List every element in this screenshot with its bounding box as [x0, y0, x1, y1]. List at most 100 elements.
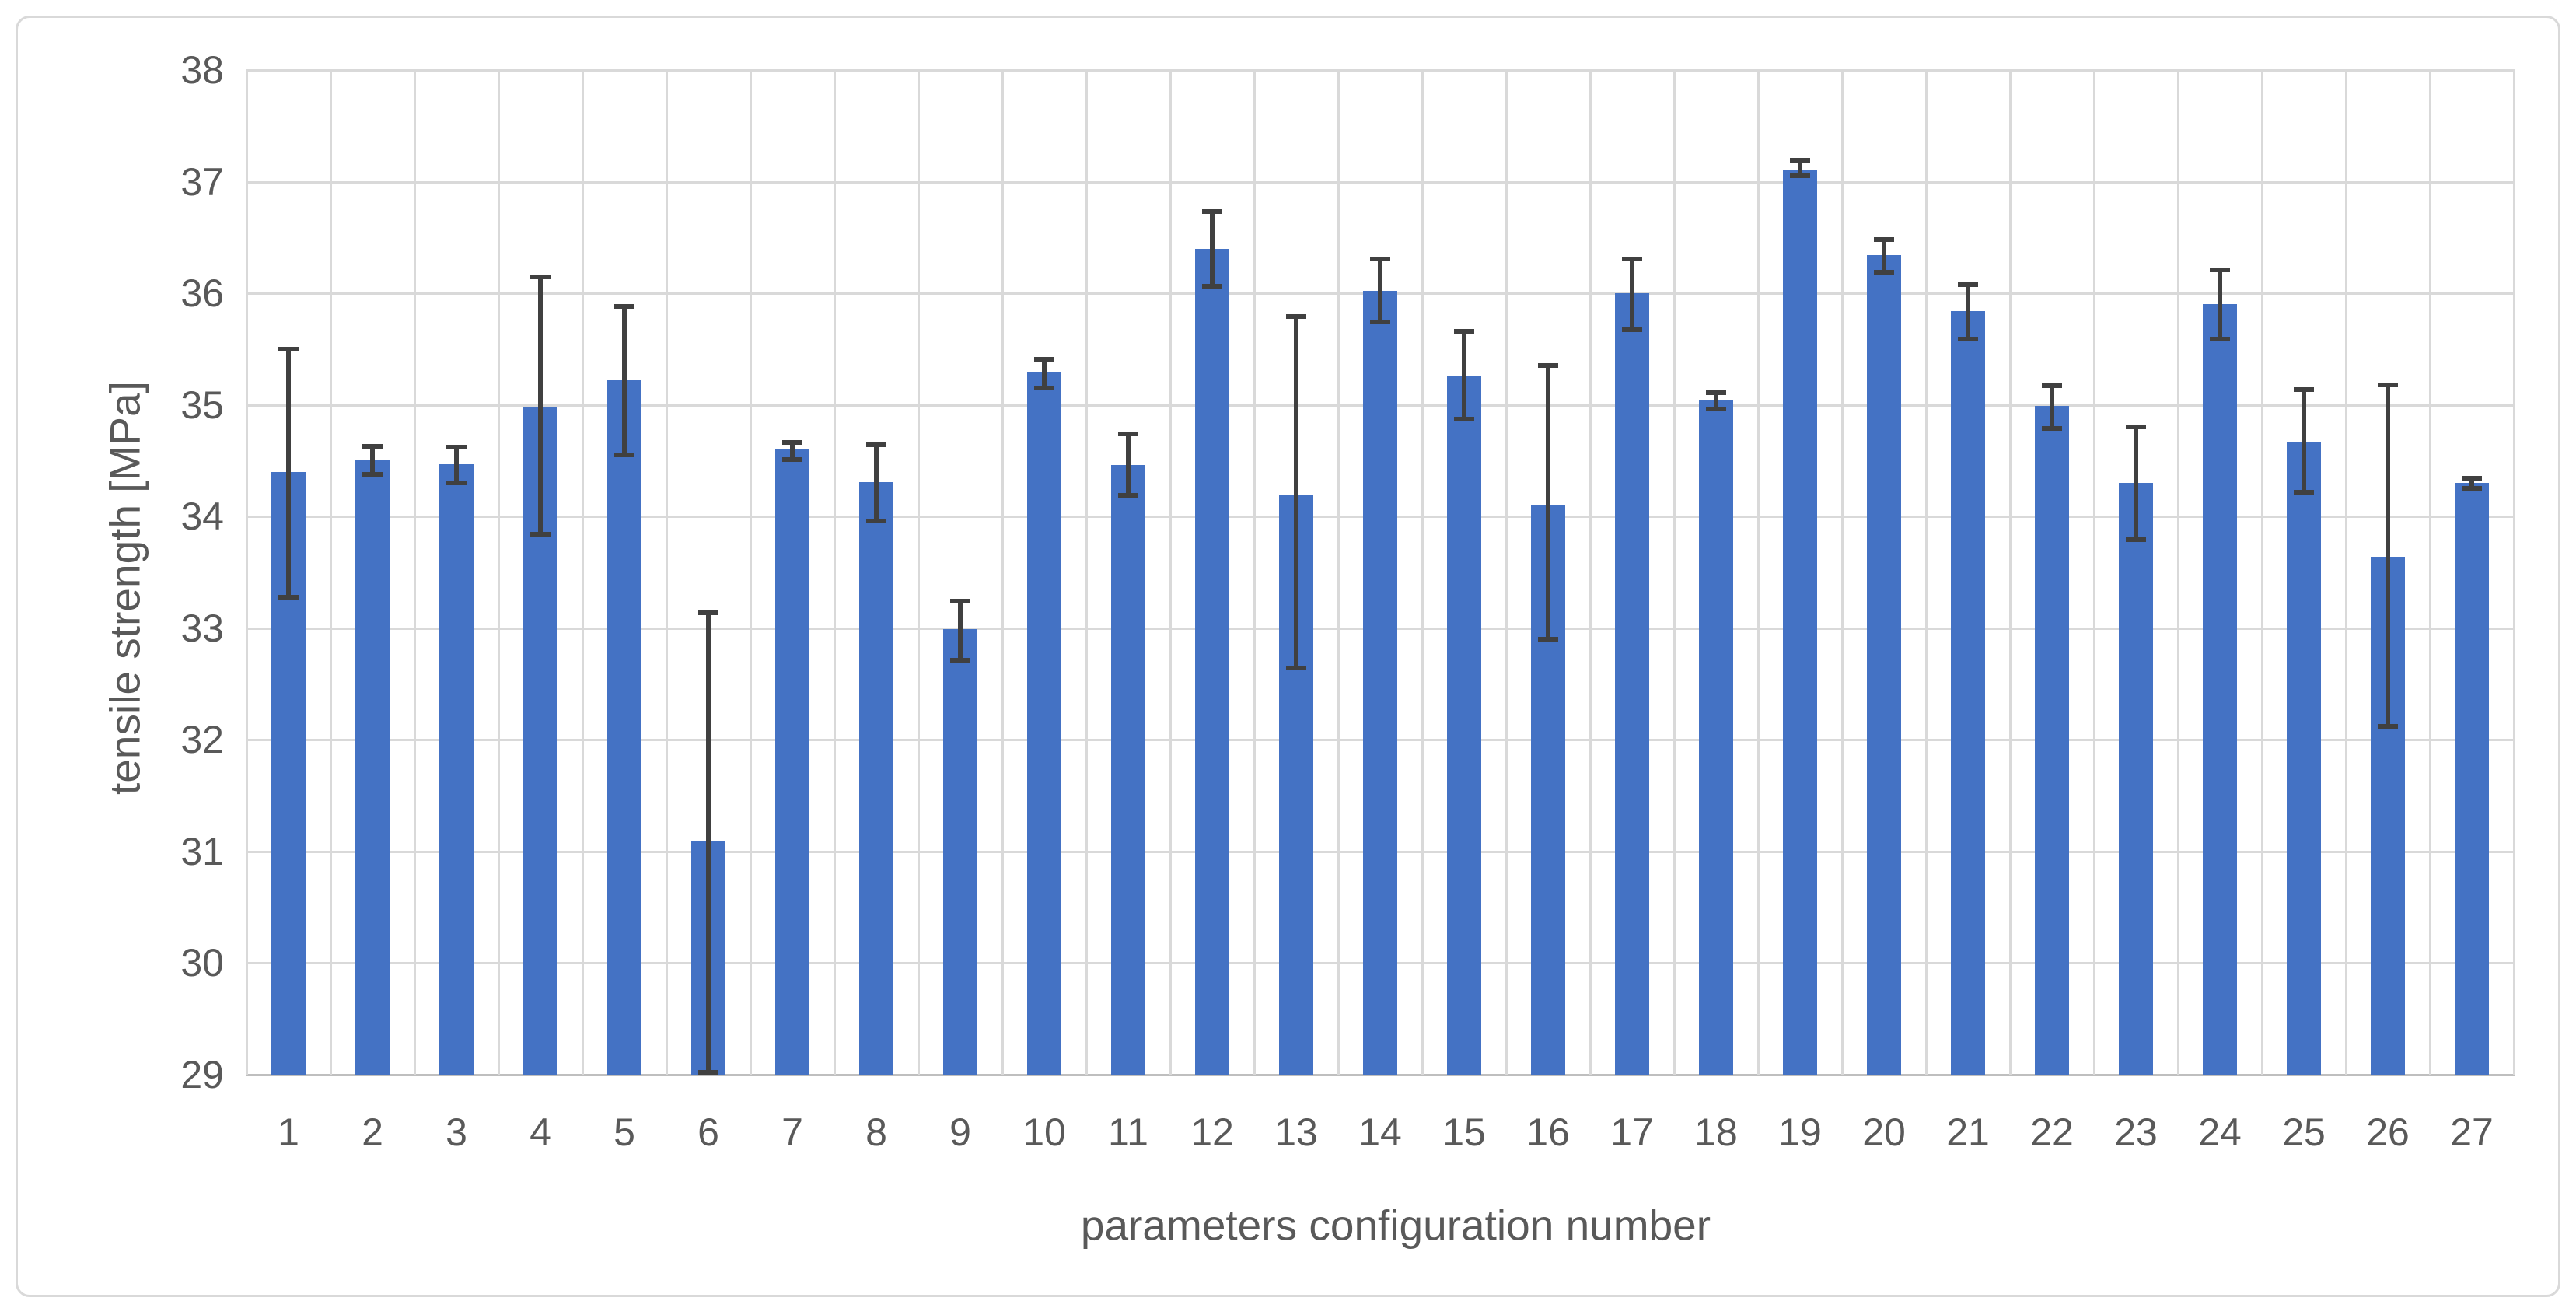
error-bar-13	[1294, 317, 1298, 669]
error-bar-14	[1378, 258, 1382, 323]
error-cap-high-25	[2294, 386, 2314, 392]
x-tick-label-22: 22	[2030, 1110, 2074, 1154]
error-bar-21	[1966, 284, 1970, 339]
error-bar-2	[370, 446, 375, 474]
x-tick-label-1: 1	[278, 1110, 299, 1154]
error-bar-5	[622, 306, 627, 456]
x-tick-label-14: 14	[1358, 1110, 1402, 1154]
vertical-gridline	[497, 70, 500, 1075]
vertical-gridline	[1924, 70, 1928, 1075]
vertical-gridline	[917, 70, 920, 1075]
bar-21	[1951, 311, 1985, 1075]
error-cap-high-17	[1622, 256, 1642, 261]
error-cap-high-5	[614, 304, 634, 310]
error-cap-low-22	[2042, 425, 2062, 431]
error-cap-low-21	[1958, 336, 1978, 341]
error-bar-25	[2302, 389, 2306, 492]
error-bar-8	[874, 445, 879, 521]
error-bar-23	[2134, 427, 2138, 540]
horizontal-gridline	[246, 69, 2515, 72]
error-cap-high-23	[2126, 425, 2146, 430]
x-tick-label-20: 20	[1862, 1110, 1906, 1154]
error-cap-low-8	[866, 518, 886, 523]
x-tick-label-13: 13	[1274, 1110, 1318, 1154]
vertical-gridline	[1589, 70, 1592, 1075]
vertical-gridline	[413, 70, 416, 1075]
y-tick-label-31: 31	[180, 829, 224, 873]
y-tick-label-34: 34	[180, 495, 224, 539]
bar-15	[1447, 376, 1481, 1075]
x-tick-label-4: 4	[530, 1110, 551, 1154]
vertical-gridline	[2344, 70, 2347, 1075]
error-cap-low-12	[1202, 284, 1222, 289]
vertical-gridline	[1840, 70, 1844, 1075]
error-cap-low-13	[1286, 666, 1306, 671]
error-bar-12	[1210, 212, 1215, 287]
error-cap-high-24	[2210, 267, 2230, 272]
bar-9	[943, 629, 977, 1075]
vertical-gridline	[1169, 70, 1172, 1075]
error-cap-high-13	[1286, 314, 1306, 320]
bar-22	[2035, 406, 2069, 1075]
error-cap-high-11	[1118, 431, 1138, 436]
bar-12	[1195, 248, 1229, 1075]
error-cap-high-26	[2378, 382, 2398, 387]
error-cap-high-2	[362, 443, 383, 449]
x-axis-title: parameters configuration number	[1080, 1201, 1711, 1250]
error-cap-low-16	[1538, 637, 1558, 642]
error-cap-low-27	[2462, 486, 2482, 491]
y-tick-label-32: 32	[180, 718, 224, 762]
y-tick-label-30: 30	[180, 941, 224, 985]
error-cap-low-7	[782, 457, 802, 462]
error-bar-9	[958, 601, 963, 661]
bar-19	[1783, 169, 1817, 1075]
bar-3	[439, 463, 474, 1075]
x-tick-label-3: 3	[446, 1110, 467, 1154]
error-cap-low-14	[1370, 320, 1390, 325]
error-cap-low-19	[1790, 173, 1810, 179]
vertical-gridline	[665, 70, 668, 1075]
chart-frame: 29 30 31 32 33 34 35 36 37 38 1 2 3 4 5 6 7 8 9 10 11 12 13 14…	[16, 16, 2560, 1297]
vertical-gridline	[581, 70, 584, 1075]
x-tick-label-10: 10	[1022, 1110, 1066, 1154]
y-tick-label-37: 37	[180, 159, 224, 204]
error-cap-high-14	[1370, 256, 1390, 261]
x-tick-label-9: 9	[949, 1110, 971, 1154]
x-tick-label-2: 2	[362, 1110, 383, 1154]
vertical-gridline	[1672, 70, 1676, 1075]
x-tick-label-26: 26	[2366, 1110, 2410, 1154]
error-cap-high-18	[1706, 390, 1726, 395]
x-tick-label-6: 6	[697, 1110, 719, 1154]
y-tick-label-35: 35	[180, 383, 224, 427]
error-bar-1	[286, 348, 291, 597]
error-bar-3	[454, 447, 459, 484]
error-bar-22	[2050, 386, 2054, 428]
y-axis-title: tensile strength [MPa]	[100, 381, 149, 795]
error-cap-high-4	[530, 274, 551, 279]
error-cap-low-3	[446, 481, 467, 486]
error-bar-18	[1714, 392, 1718, 410]
vertical-gridline	[2176, 70, 2179, 1075]
error-bar-7	[790, 442, 795, 460]
x-tick-label-16: 16	[1526, 1110, 1570, 1154]
error-bar-26	[2386, 384, 2390, 727]
error-cap-low-15	[1454, 417, 1474, 422]
error-bar-6	[706, 612, 711, 1073]
error-cap-low-5	[614, 453, 634, 458]
x-tick-label-19: 19	[1778, 1110, 1822, 1154]
x-tick-label-15: 15	[1442, 1110, 1486, 1154]
vertical-gridline	[1337, 70, 1340, 1075]
error-cap-low-9	[950, 658, 970, 663]
y-tick-label-33: 33	[180, 606, 224, 650]
vertical-gridline	[1253, 70, 1256, 1075]
error-cap-high-9	[950, 599, 970, 604]
error-cap-low-25	[2294, 489, 2314, 495]
bar-27	[2455, 483, 2489, 1075]
bar-8	[859, 481, 893, 1075]
error-bar-10	[1042, 358, 1047, 389]
y-tick-label-38: 38	[180, 48, 224, 92]
error-cap-high-19	[1790, 158, 1810, 163]
bar-5	[607, 380, 641, 1075]
x-tick-label-12: 12	[1190, 1110, 1234, 1154]
bar-20	[1867, 255, 1901, 1075]
